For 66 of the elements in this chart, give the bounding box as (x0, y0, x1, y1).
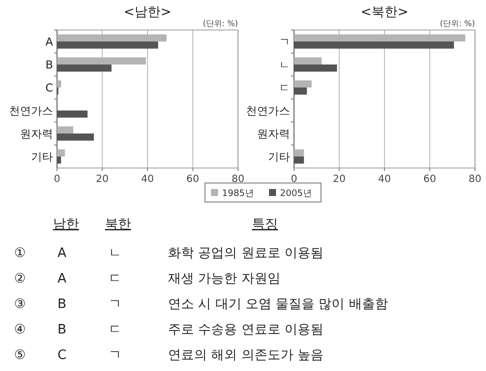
text: ⑤ (14, 348, 26, 363)
legend-label: 1985년 (222, 189, 254, 199)
chart-subtitle: (단위: %) (440, 19, 475, 28)
text: ㄴ (108, 246, 122, 261)
text: 특징 (252, 217, 278, 232)
x-tick-label: 80 (232, 174, 244, 185)
y-tick-label: 원자력 (20, 128, 53, 140)
bar (57, 64, 112, 72)
y-tick-label: ㄷ (279, 82, 290, 94)
y-tick-label: 천연가스 (9, 104, 53, 118)
bar (294, 42, 454, 49)
bar (57, 134, 94, 141)
text: B (58, 322, 66, 338)
text: C (57, 348, 67, 363)
text: ㄷ (108, 272, 122, 286)
y-tick-label: C (45, 82, 54, 94)
x-tick-label: 60 (186, 174, 200, 185)
text: 재생 가능한 자원임 (168, 272, 280, 286)
x-tick-label: 20 (96, 174, 109, 185)
text: ④ (14, 322, 26, 338)
text: A (58, 272, 67, 286)
text: 화학 공업의 원료로 이용됨 (168, 246, 324, 261)
bar (294, 64, 337, 72)
y-tick-label: 원자력 (257, 128, 290, 140)
text: 연소 시 대기 오염 물질을 많이 배출함 (168, 297, 388, 312)
text: 북한 (105, 217, 131, 232)
chart-subtitle: (단위: %) (202, 19, 238, 28)
text: 남한 (53, 217, 79, 232)
y-tick-label: 기타 (268, 150, 290, 164)
chart-title: <북한> (360, 5, 408, 20)
text: ㄷ (108, 322, 122, 338)
x-tick-label: 20 (332, 174, 346, 185)
bar (57, 80, 62, 88)
bar (294, 149, 304, 156)
x-tick-label: 80 (468, 174, 482, 185)
y-tick-label: ㄱ (279, 36, 290, 48)
chart-title: <남한> (124, 5, 172, 20)
legend-label: 2005년 (280, 189, 312, 199)
y-tick-label: 천연가스 (246, 104, 290, 118)
bar (294, 88, 307, 95)
bar (294, 80, 312, 88)
bar (57, 156, 62, 164)
text: ② (14, 272, 26, 286)
text: 연료의 해외 의존도가 높음 (168, 348, 324, 363)
bar (294, 156, 304, 164)
text: ③ (14, 297, 26, 312)
bar (57, 42, 158, 49)
y-tick-label: A (45, 36, 54, 48)
bar (57, 110, 88, 118)
text: 주로 수송용 연료로 이용됨 (168, 322, 324, 338)
y-tick-label: 기타 (31, 150, 53, 164)
x-tick-label: 60 (423, 174, 436, 185)
text: B (58, 297, 66, 312)
text: ① (14, 246, 26, 261)
text: A (58, 246, 67, 261)
bar (57, 149, 65, 156)
x-tick-label: 0 (290, 174, 298, 185)
y-tick-label: ㄴ (279, 58, 290, 72)
text: ㄱ (108, 348, 122, 363)
y-tick-label: B (45, 58, 53, 72)
text: ㄱ (108, 297, 122, 312)
x-tick-label: 40 (378, 174, 391, 185)
x-tick-label: 40 (141, 174, 154, 185)
bar (294, 57, 322, 64)
x-tick-label: 0 (54, 174, 60, 185)
bar (57, 126, 74, 134)
